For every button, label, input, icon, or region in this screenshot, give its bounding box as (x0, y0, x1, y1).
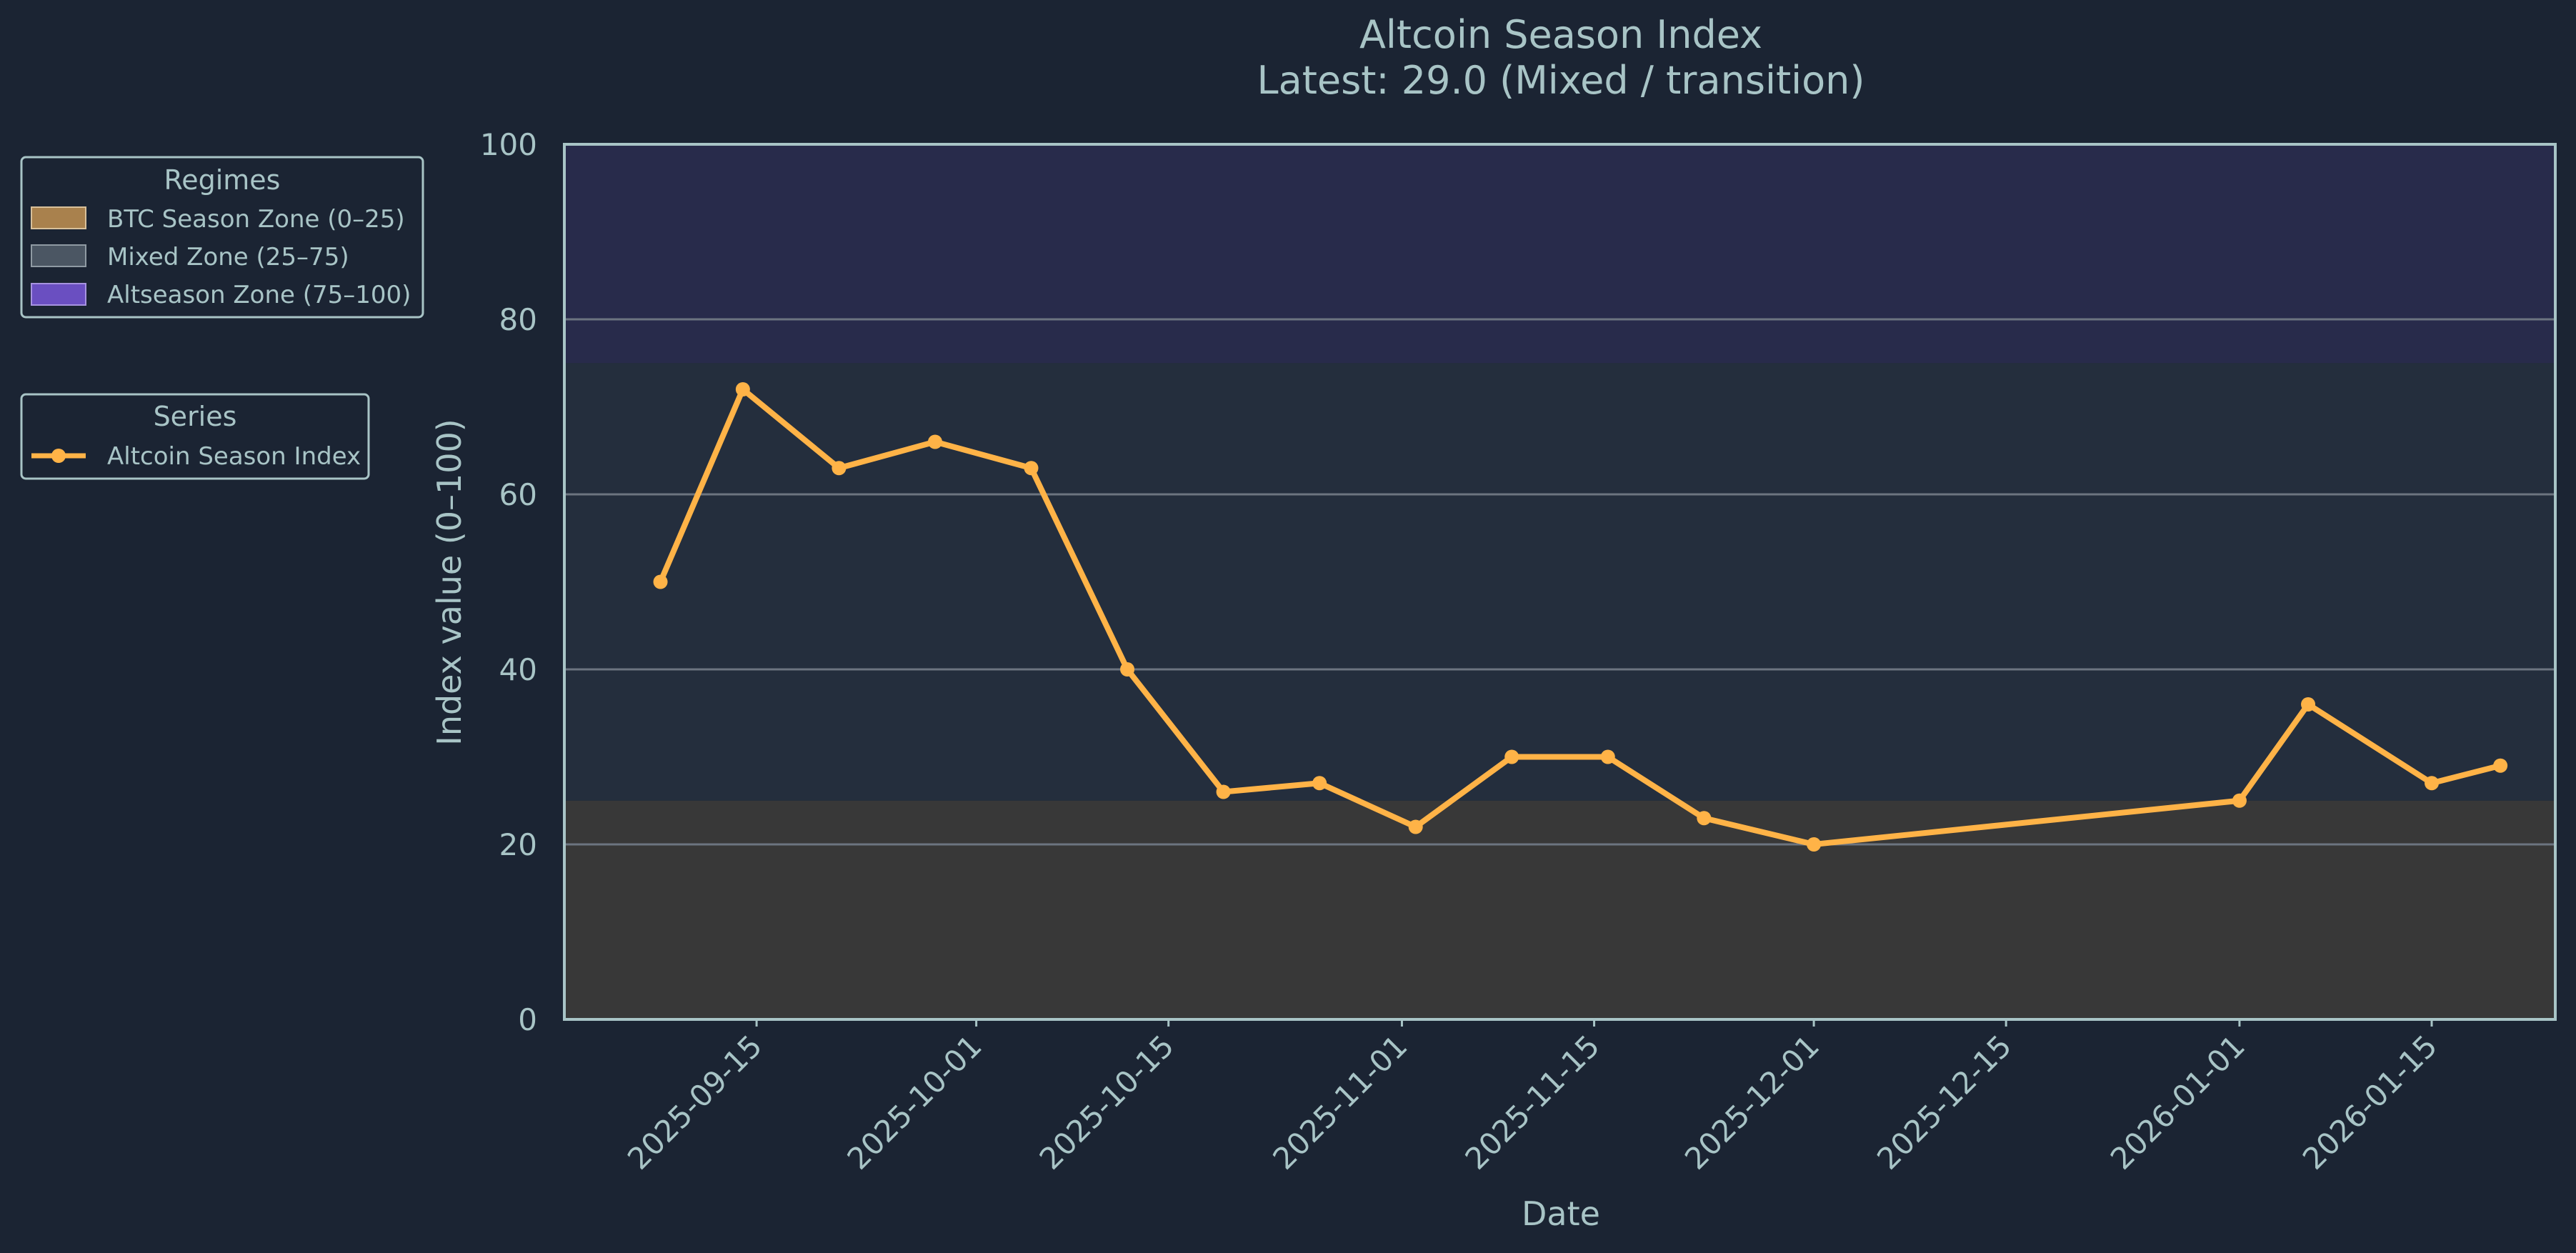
legend-series-marker (51, 449, 66, 463)
y-tick-labels: 0 20 40 60 80 100 (480, 127, 537, 1037)
data-point (2425, 776, 2440, 791)
legend-swatch-altseason-zone (31, 283, 86, 306)
x-tick-label: 2026-01-01 (2104, 1028, 2252, 1176)
y-tick-label: 100 (480, 127, 537, 162)
plot-frame (563, 143, 2557, 1021)
x-tick-labels: 2025-09-15 2025-10-01 2025-10-15 2025-11-01… (621, 1019, 2444, 1177)
y-axis-label: Index value (0–100) (430, 419, 469, 745)
data-point (2493, 758, 2508, 773)
data-point (1024, 461, 1039, 476)
data-point (1408, 819, 1423, 834)
legend-swatch-mixed-zone (31, 244, 86, 267)
x-tick-label: 2026-01-15 (2296, 1028, 2444, 1176)
regimes-legend-title: Regimes (164, 164, 281, 196)
x-tick-label: 2025-12-15 (1870, 1028, 2018, 1176)
x-tick-label: 2025-10-15 (1033, 1028, 1181, 1176)
data-point (2301, 697, 2316, 712)
data-point (1697, 811, 1712, 826)
y-tick-label: 80 (499, 302, 537, 337)
zone-band-0 (564, 800, 2555, 1019)
data-point (653, 574, 668, 589)
series-legend: Series Altcoin Season Index (20, 393, 370, 480)
data-point (832, 461, 847, 476)
x-axis-label: Date (1522, 1194, 1600, 1233)
y-tick-label: 60 (499, 477, 537, 512)
legend-series-label: Altcoin Season Index (107, 442, 361, 471)
y-tick-label: 0 (518, 1002, 537, 1037)
x-tick-label: 2025-12-01 (1678, 1028, 1826, 1176)
x-tick-label: 2025-10-01 (840, 1028, 988, 1176)
data-point (1216, 784, 1231, 799)
data-point (1120, 662, 1135, 677)
regime-zones (564, 144, 2555, 1019)
chart-subtitle: Latest: 29.0 (Mixed / transition) (1257, 58, 1865, 103)
x-tick-label: 2025-09-15 (621, 1028, 769, 1176)
x-tick-label: 2025-11-15 (1458, 1028, 1606, 1176)
regimes-legend: Regimes BTC Season Zone (0–25) Mixed Zon… (20, 156, 424, 319)
zone-band-1 (564, 363, 2555, 801)
data-point (927, 434, 942, 449)
series-legend-box (20, 393, 370, 480)
data-point (1504, 749, 1519, 764)
legend-label-altseason-zone: Altseason Zone (75–100) (107, 281, 411, 309)
data-point (1600, 749, 1615, 764)
data-point (1312, 776, 1327, 791)
legend-label-btc-zone: BTC Season Zone (0–25) (107, 205, 405, 234)
regimes-legend-box (20, 156, 424, 319)
legend-swatch-btc-zone (31, 206, 86, 229)
y-tick-label: 40 (499, 652, 537, 687)
x-tick-label: 2025-11-01 (1266, 1028, 1414, 1176)
data-point (1807, 837, 1822, 852)
y-tick-label: 20 (499, 827, 537, 862)
y-gridlines (564, 318, 2555, 846)
data-point (735, 382, 750, 396)
series-legend-title: Series (154, 401, 237, 432)
series-layer (653, 382, 2508, 852)
legend-label-mixed-zone: Mixed Zone (25–75) (107, 243, 349, 271)
chart-title: Altcoin Season Index (1359, 12, 1762, 57)
zone-band-2 (564, 144, 2555, 364)
data-point (2232, 793, 2247, 808)
